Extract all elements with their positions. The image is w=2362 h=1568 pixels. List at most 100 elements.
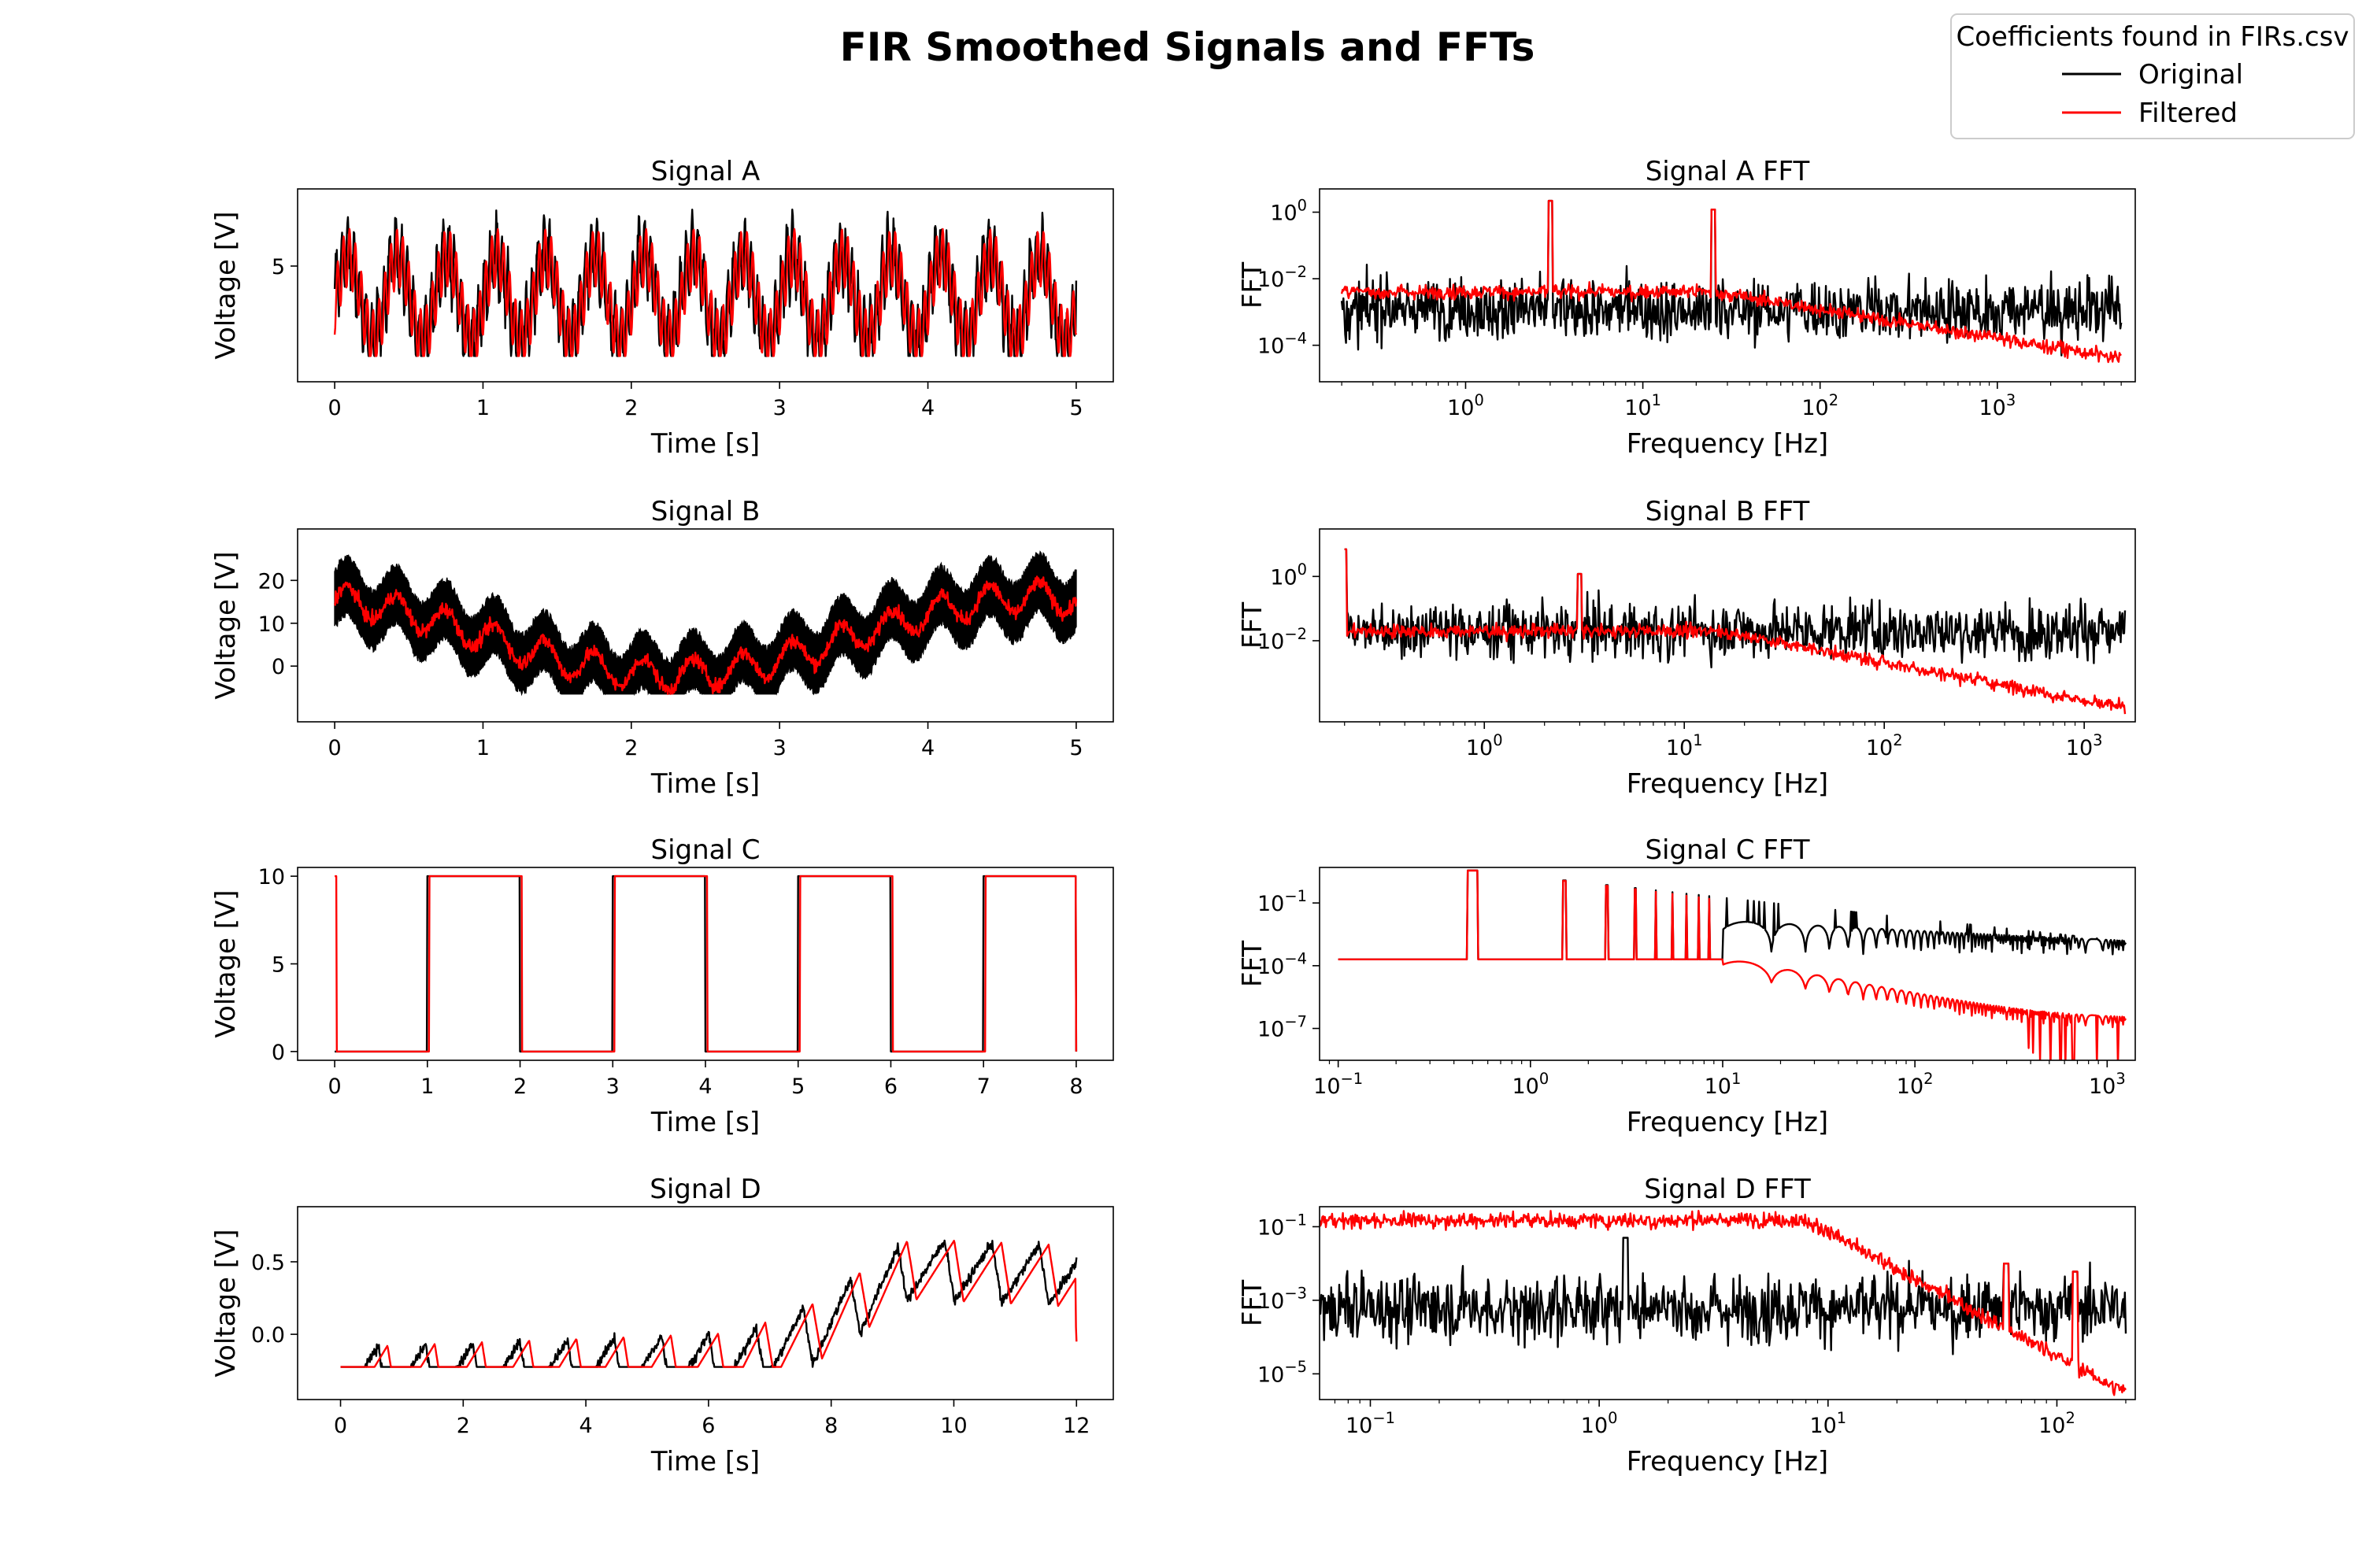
y-axis-label: Voltage [V] <box>210 1229 242 1377</box>
x-tick-label: 5 <box>1069 396 1083 420</box>
y-tick-label: 10 <box>258 865 285 889</box>
legend-original-label: Original <box>2138 59 2243 91</box>
x-tick-label: 5 <box>791 1074 805 1099</box>
plot-area <box>334 875 1078 1053</box>
y-tick-label: 0 <box>272 1041 285 1065</box>
x-tick-label: 2 <box>513 1074 527 1099</box>
x-tick-label: 100 <box>1447 391 1484 420</box>
y-tick-label: 10−2 <box>1257 263 1307 292</box>
subplot-title: Signal D <box>650 1174 761 1205</box>
series-original-line <box>340 1239 1078 1368</box>
plot-area <box>1340 199 2123 364</box>
subplot-title: Signal B <box>651 496 761 527</box>
subplot-signal-d: 0 2 4 6 8 10 12 0.0 0.5 Signal D Time [s] Voltage [… <box>210 1174 1114 1477</box>
subplot-title: Signal B FFT <box>1646 496 1810 527</box>
plot-area <box>1338 869 2127 1060</box>
subplot-title: Signal C <box>651 834 761 866</box>
subplot-signal-a: 0 1 2 3 4 5 5 Signal A Time [s] Voltage [V] <box>210 156 1114 460</box>
x-tick-label: 10−1 <box>1346 1409 1395 1438</box>
plot-area <box>1320 1210 2127 1396</box>
axes-frame <box>297 188 1114 383</box>
legend-title: Coefficients found in FIRs.csv <box>1956 21 2349 53</box>
y-tick-label: 5 <box>272 255 285 279</box>
x-tick-label: 3 <box>606 1074 620 1099</box>
plot-area <box>340 1239 1078 1368</box>
y-tick-label: 10 <box>258 612 285 637</box>
series-filtered-line <box>333 227 1078 357</box>
x-tick-label: 3 <box>773 396 787 420</box>
y-axis-label: FFT <box>1237 602 1268 649</box>
figure-title: FIR Smoothed Signals and FFTs <box>840 24 1535 70</box>
x-tick-label: 4 <box>921 396 935 420</box>
x-tick-label: 4 <box>579 1414 593 1438</box>
x-tick-label: 2 <box>624 396 638 420</box>
y-tick-label: 0 <box>272 655 285 679</box>
axes-frame <box>297 528 1114 723</box>
axes-frame <box>1319 528 2136 723</box>
plot-area <box>333 550 1078 697</box>
legend-filtered-label: Filtered <box>2138 98 2238 129</box>
y-axis-label: Voltage [V] <box>210 889 242 1037</box>
x-tick-label: 2 <box>457 1414 470 1438</box>
subplot-title: Signal A <box>651 156 761 187</box>
subplot-title: Signal D FFT <box>1644 1174 1811 1205</box>
y-tick-label: 0.0 <box>251 1323 285 1348</box>
x-tick-label: 7 <box>977 1074 990 1099</box>
x-tick-label: 8 <box>824 1414 838 1438</box>
x-tick-label: 5 <box>1069 736 1083 760</box>
plot-area <box>333 209 1078 357</box>
series-original-line <box>1340 199 2123 357</box>
subplot-signal-c: 0 1 2 3 4 5 6 7 8 0 5 10 Signal C Time [s] Voltage [V] <box>210 834 1114 1138</box>
y-tick-label: 0.5 <box>251 1251 285 1275</box>
x-tick-label: 0 <box>328 396 341 420</box>
axes-frame <box>1319 867 2136 1061</box>
x-axis-label: Frequency [Hz] <box>1627 1446 1828 1477</box>
series-filtered-line <box>334 875 1078 1053</box>
series-filtered-line <box>1320 1210 2127 1396</box>
x-axis-label: Time [s] <box>650 1446 760 1477</box>
x-tick-label: 0 <box>328 736 341 760</box>
series-filtered-line <box>1344 548 2127 715</box>
x-axis-label: Frequency [Hz] <box>1627 768 1828 800</box>
x-axis-label: Time [s] <box>650 1107 760 1138</box>
x-tick-label: 1 <box>476 396 490 420</box>
legend: Coefficients found in FIRs.csv Original … <box>1950 13 2355 139</box>
plot-area <box>1344 548 2127 715</box>
axes-frame <box>297 1206 1114 1400</box>
axes-frame <box>1319 1206 2136 1400</box>
x-tick-label: 3 <box>773 736 787 760</box>
x-axis-label: Time [s] <box>650 768 760 800</box>
subplot-signal-b: 0 1 2 3 4 5 0 10 20 Signal B Time [s] Voltage [V] <box>210 496 1114 800</box>
x-tick-label: 6 <box>884 1074 898 1099</box>
x-tick-label: 1 <box>476 736 490 760</box>
x-tick-label: 6 <box>702 1414 715 1438</box>
y-tick-label: 5 <box>272 953 285 978</box>
x-axis-label: Frequency [Hz] <box>1627 1107 1828 1138</box>
x-tick-label: 1 <box>420 1074 434 1099</box>
y-tick-label: 10−1 <box>1257 887 1307 916</box>
series-filtered-line <box>1338 869 2127 1060</box>
x-tick-label: 4 <box>921 736 935 760</box>
subplot-title: Signal C FFT <box>1645 834 1809 866</box>
series-original-line <box>1320 1237 2127 1355</box>
y-tick-label: 10−4 <box>1257 329 1307 358</box>
y-axis-label: Voltage [V] <box>210 211 242 359</box>
x-tick-label: 2 <box>624 736 638 760</box>
x-tick-label: 0 <box>334 1414 347 1438</box>
y-axis-label: Voltage [V] <box>210 551 242 699</box>
series-filtered-line <box>1340 199 2122 364</box>
series-filtered-line <box>340 1240 1078 1368</box>
y-axis-label: FFT <box>1237 262 1268 309</box>
y-tick-label: 10−3 <box>1257 1285 1307 1314</box>
x-tick-label: 8 <box>1069 1074 1083 1099</box>
x-tick-label: 102 <box>1866 731 1903 760</box>
x-axis-label: Frequency [Hz] <box>1627 428 1828 460</box>
x-tick-label: 4 <box>698 1074 712 1099</box>
y-axis-label: FFT <box>1237 941 1268 988</box>
